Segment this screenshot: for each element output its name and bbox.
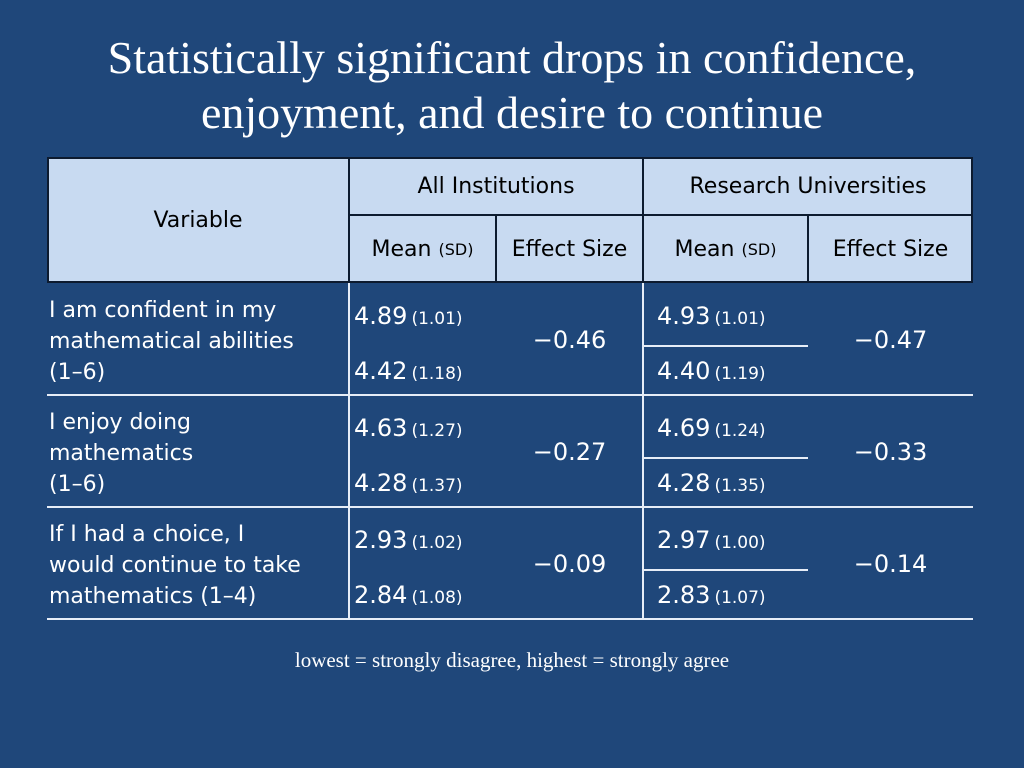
header-effect-research: Effect Size [808, 215, 973, 283]
header-variable-label: Variable [153, 207, 243, 233]
mean-value: 4.40 (1.19) [657, 357, 766, 385]
mean-value: 4.93 (1.01) [657, 302, 766, 330]
column-divider [348, 283, 350, 619]
header-effect-label: Effect Size [511, 236, 628, 262]
mean-divider [643, 345, 808, 347]
row-label-continue: If I had a choice, I would continue to t… [49, 519, 301, 612]
header-effect-label: Effect Size [832, 236, 949, 262]
mean-divider [643, 457, 808, 459]
row-divider [47, 506, 973, 508]
mean-value: 2.97 (1.00) [657, 526, 766, 554]
header-all-institutions-label: All Institutions [417, 173, 575, 199]
row-label-line: (1–6) [49, 472, 106, 497]
mean-value: 2.83 (1.07) [657, 581, 766, 609]
table-header [47, 157, 973, 283]
effect-size-value: −0.47 [853, 326, 928, 354]
header-effect-all: Effect Size [496, 215, 643, 283]
header-mean-all: Mean (SD) [349, 215, 496, 283]
effect-size-value: −0.27 [532, 438, 607, 466]
mean-number: 4.93 [657, 302, 711, 330]
mean-number: 4.69 [657, 414, 711, 442]
row-label-line: mathematics (1–4) [49, 584, 257, 609]
mean-number: 4.28 [657, 469, 711, 497]
mean-value: 2.84 (1.08) [354, 581, 463, 609]
header-research-universities-label: Research Universities [689, 173, 927, 199]
row-divider [47, 394, 973, 396]
row-label-enjoyment: I enjoy doing mathematics (1–6) [49, 407, 193, 500]
header-variable: Variable [47, 157, 349, 283]
sd-number: (1.19) [714, 364, 766, 384]
slide-title-line-1: Statistically significant drops in confi… [107, 32, 917, 83]
header-divider [807, 214, 809, 283]
mean-value: 2.93 (1.02) [354, 526, 463, 554]
sd-number: (1.37) [411, 476, 463, 496]
row-label-line: I am confident in my [49, 298, 277, 323]
effect-size-value: −0.09 [532, 550, 607, 578]
header-divider [642, 157, 644, 283]
effect-size-value: −0.14 [853, 550, 928, 578]
effect-size-value: −0.33 [853, 438, 928, 466]
mean-value: 4.63 (1.27) [354, 414, 463, 442]
row-label-confidence: I am confident in my mathematical abilit… [49, 295, 294, 388]
header-all-institutions: All Institutions [349, 157, 643, 215]
row-label-line: (1–6) [49, 360, 106, 385]
mean-number: 4.28 [354, 469, 408, 497]
mean-value: 4.69 (1.24) [657, 414, 766, 442]
sd-number: (1.02) [411, 533, 463, 553]
mean-value: 4.28 (1.35) [657, 469, 766, 497]
header-sd-label: (SD) [741, 239, 777, 259]
mean-number: 4.63 [354, 414, 408, 442]
sd-number: (1.01) [411, 309, 463, 329]
sd-number: (1.27) [411, 421, 463, 441]
mean-divider [643, 569, 808, 571]
row-label-line: I enjoy doing [49, 410, 191, 435]
row-label-line: mathematical abilities [49, 329, 294, 354]
mean-number: 2.83 [657, 581, 711, 609]
mean-number: 4.42 [354, 357, 408, 385]
sd-number: (1.01) [714, 309, 766, 329]
row-divider [47, 618, 973, 620]
row-label-line: mathematics [49, 441, 194, 466]
header-mean-research: Mean (SD) [643, 215, 808, 283]
mean-value: 4.89 (1.01) [354, 302, 463, 330]
sd-number: (1.24) [714, 421, 766, 441]
mean-value: 4.42 (1.18) [354, 357, 463, 385]
sd-number: (1.07) [714, 588, 766, 608]
slide-title-line-2: enjoyment, and desire to continue [200, 87, 824, 138]
row-label-line: would continue to take [49, 553, 301, 578]
header-research-universities: Research Universities [643, 157, 973, 215]
mean-number: 2.84 [354, 581, 408, 609]
sd-number: (1.18) [411, 364, 463, 384]
header-mean-label: Mean [674, 236, 735, 262]
header-divider [348, 157, 350, 283]
slide-title: Statistically significant drops in confi… [0, 30, 1024, 140]
mean-number: 4.40 [657, 357, 711, 385]
header-divider [495, 214, 497, 283]
header-sd-label: (SD) [438, 239, 474, 259]
sd-number: (1.35) [714, 476, 766, 496]
header-divider [348, 214, 973, 216]
header-mean-label: Mean [371, 236, 432, 262]
mean-value: 4.28 (1.37) [354, 469, 463, 497]
effect-size-value: −0.46 [532, 326, 607, 354]
mean-number: 4.89 [354, 302, 408, 330]
mean-number: 2.93 [354, 526, 408, 554]
sd-number: (1.08) [411, 588, 463, 608]
mean-number: 2.97 [657, 526, 711, 554]
column-divider [642, 283, 644, 619]
sd-number: (1.00) [714, 533, 766, 553]
footnote: lowest = strongly disagree, highest = st… [294, 648, 730, 672]
row-label-line: If I had a choice, I [49, 522, 245, 547]
